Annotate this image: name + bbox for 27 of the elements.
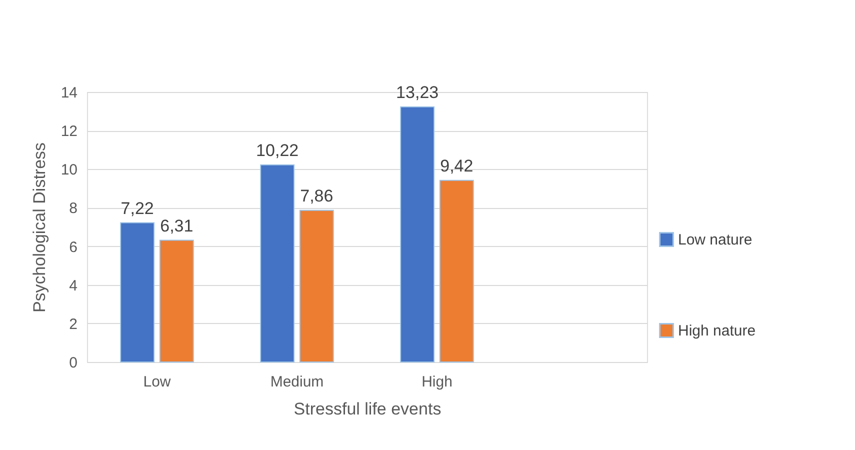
- y-tick-label: 4: [69, 277, 78, 294]
- data-label: 10,22: [256, 140, 299, 160]
- y-axis-title: Psychological Distress: [30, 142, 49, 313]
- data-label: 7,22: [120, 198, 154, 218]
- y-tick-label: 12: [60, 123, 78, 140]
- bar: [120, 222, 155, 362]
- bar: [159, 240, 194, 362]
- y-tick-label: 10: [60, 162, 78, 179]
- legend-label: Low nature: [678, 232, 752, 248]
- bar: [260, 164, 295, 362]
- y-tick-label: 8: [69, 200, 78, 218]
- x-tick-label: High: [422, 374, 452, 390]
- x-axis-title: Stressful life events: [294, 400, 442, 418]
- data-label: 13,23: [396, 82, 439, 102]
- y-tick-label: 2: [69, 316, 78, 333]
- data-label: 7,86: [300, 186, 334, 206]
- data-label: 6,31: [160, 216, 194, 236]
- y-tick-label: 14: [60, 84, 78, 102]
- x-tick-label: Medium: [270, 374, 324, 390]
- data-label: 9,42: [440, 156, 474, 176]
- bar: [299, 210, 334, 362]
- y-tick-label: 0: [69, 354, 78, 372]
- legend-label: High nature: [678, 322, 756, 340]
- y-tick-label: 6: [69, 238, 78, 256]
- bar: [439, 180, 474, 362]
- bar: [400, 106, 435, 362]
- x-tick-label: Low: [143, 374, 171, 390]
